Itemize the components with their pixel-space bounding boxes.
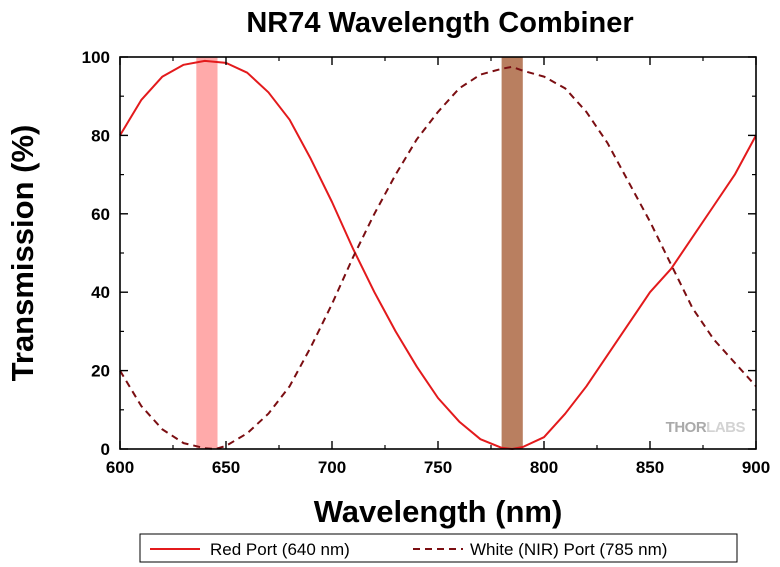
legend: Red Port (640 nm) White (NIR) Port (785 … — [139, 533, 738, 563]
x-tick-label-0: 600 — [106, 458, 134, 477]
highlight-band-0 — [196, 57, 218, 449]
highlight-bands — [196, 57, 523, 449]
chart-title: NR74 Wavelength Combiner — [246, 7, 633, 39]
highlight-band-1 — [501, 57, 523, 449]
y-axis-label: Transmission (%) — [5, 125, 40, 382]
y-tick-label-0: 0 — [101, 440, 110, 459]
axis-ticks — [119, 56, 757, 450]
series-line-0 — [119, 59, 757, 450]
legend-label-white-port: White (NIR) Port (785 nm) — [470, 540, 667, 559]
series-lines — [119, 59, 757, 450]
x-tick-label-2: 700 — [318, 458, 346, 477]
x-tick-label-5: 850 — [636, 458, 664, 477]
watermark-brand-dark: THOR — [666, 419, 707, 436]
svg-text:THORLABS: THORLABS — [666, 419, 746, 436]
tick-labels: 600 650 700 750 800 850 900 0 20 40 60 80 100 — [82, 48, 771, 477]
watermark-brand-light: LABS — [706, 419, 745, 436]
series-line-1 — [119, 65, 757, 450]
brand-watermark: THORLABS — [666, 419, 746, 436]
x-tick-label-3: 750 — [424, 458, 452, 477]
y-tick-label-1: 20 — [91, 362, 110, 381]
x-tick-label-1: 650 — [212, 458, 240, 477]
x-tick-label-4: 800 — [530, 458, 558, 477]
x-axis-label: Wavelength (nm) — [314, 494, 563, 529]
y-tick-label-3: 60 — [91, 205, 110, 224]
y-tick-label-2: 40 — [91, 283, 110, 302]
x-tick-label-6: 900 — [742, 458, 770, 477]
y-tick-label-4: 80 — [91, 126, 110, 145]
y-tick-label-5: 100 — [82, 48, 110, 67]
legend-label-red-port: Red Port (640 nm) — [210, 540, 350, 559]
